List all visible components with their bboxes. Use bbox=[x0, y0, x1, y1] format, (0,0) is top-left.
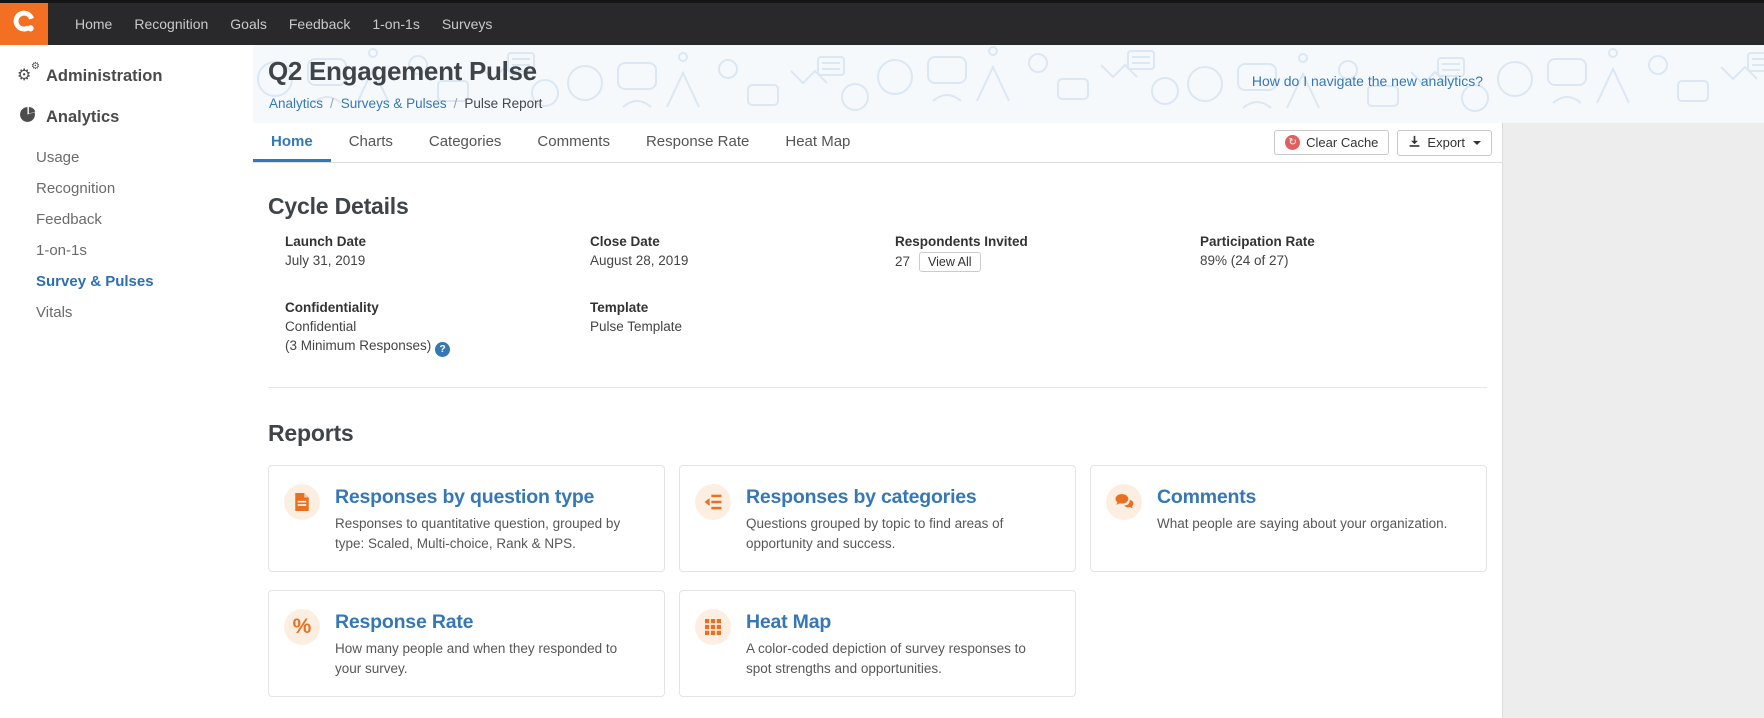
sidebar-item-analytics[interactable]: Analytics bbox=[0, 96, 253, 138]
field-template: Template Pulse Template bbox=[590, 300, 895, 357]
sidebar-item-survey-pulses[interactable]: Survey & Pulses bbox=[36, 273, 154, 290]
chevron-down-icon bbox=[1473, 140, 1481, 145]
report-card-title[interactable]: Heat Map bbox=[746, 610, 832, 633]
sidebar-analytics-sublist: Usage Recognition Feedback 1-on-1s Surve… bbox=[0, 142, 253, 328]
breadcrumb-analytics[interactable]: Analytics bbox=[269, 96, 324, 111]
breadcrumb-separator: / bbox=[453, 96, 458, 111]
tab-comments[interactable]: Comments bbox=[537, 133, 610, 150]
sidebar-section-label: Administration bbox=[46, 67, 163, 85]
cycle-details-heading: Cycle Details bbox=[268, 193, 409, 219]
nav-item-feedback[interactable]: Feedback bbox=[288, 16, 351, 32]
field-value: 27 bbox=[895, 253, 911, 269]
q-logo-icon bbox=[10, 8, 38, 41]
field-label: Launch Date bbox=[285, 234, 367, 249]
report-card-title[interactable]: Response Rate bbox=[335, 610, 474, 633]
sidebar-item-vitals[interactable]: Vitals bbox=[36, 304, 73, 321]
tab-response-rate[interactable]: Response Rate bbox=[645, 133, 750, 150]
field-participation-rate: Participation Rate 89% (24 of 27) bbox=[1200, 234, 1505, 272]
tab-categories[interactable]: Categories bbox=[428, 133, 502, 150]
field-label: Respondents Invited bbox=[895, 234, 1028, 249]
field-value: Confidential bbox=[285, 319, 357, 334]
report-card-responses-by-categories[interactable]: Responses by categories Questions groupe… bbox=[679, 464, 1076, 572]
report-card-title[interactable]: Responses by question type bbox=[335, 485, 595, 508]
report-card-responses-by-question-type[interactable]: Responses by question type Responses to … bbox=[268, 464, 665, 572]
pie-chart-icon bbox=[18, 106, 37, 128]
nav-item-1on1s[interactable]: 1-on-1s bbox=[372, 16, 420, 32]
nav-item-goals[interactable]: Goals bbox=[230, 16, 267, 32]
report-card-description: A color-coded depiction of survey respon… bbox=[746, 640, 1026, 677]
gears-icon: ⚙ ⚙ bbox=[17, 60, 40, 84]
field-value: 89% (24 of 27) bbox=[1200, 253, 1289, 268]
breadcrumb: Analytics / Surveys & Pulses / Pulse Rep… bbox=[269, 96, 542, 111]
nav-item-recognition[interactable]: Recognition bbox=[134, 16, 209, 32]
tab-home[interactable]: Home bbox=[253, 123, 331, 162]
download-icon bbox=[1408, 135, 1421, 151]
report-card-response-rate[interactable]: % Response Rate How many people and when… bbox=[268, 589, 665, 697]
comments-icon bbox=[1106, 483, 1142, 520]
report-card-description: Questions grouped by topic to find areas… bbox=[746, 515, 1004, 552]
tab-charts[interactable]: Charts bbox=[348, 133, 393, 150]
sidebar-item-recognition[interactable]: Recognition bbox=[36, 180, 116, 197]
sidebar-item-1on1s[interactable]: 1-on-1s bbox=[36, 242, 87, 259]
percent-icon: % bbox=[284, 608, 320, 645]
reports-heading: Reports bbox=[268, 419, 354, 446]
report-card-comments[interactable]: Comments What people are saying about yo… bbox=[1090, 464, 1487, 572]
view-all-button[interactable]: View All bbox=[919, 252, 981, 272]
toolbar-actions: ↻ Clear Cache Export bbox=[1274, 123, 1492, 162]
clear-cache-icon: ↻ bbox=[1285, 135, 1301, 150]
field-value: July 31, 2019 bbox=[285, 253, 366, 268]
field-label: Participation Rate bbox=[1200, 234, 1315, 249]
sidebar: ⚙ ⚙ Administration Analytics Usage Recogn… bbox=[0, 45, 253, 718]
field-confidentiality: Confidentiality Confidential (3 Minimum … bbox=[285, 300, 590, 357]
breadcrumb-surveys-pulses[interactable]: Surveys & Pulses bbox=[340, 96, 447, 111]
quantum-logo[interactable] bbox=[0, 3, 48, 45]
field-respondents-invited: Respondents Invited 27 View All bbox=[895, 234, 1200, 272]
report-card-description: How many people and when they responded … bbox=[335, 640, 618, 677]
tab-heat-map[interactable]: Heat Map bbox=[785, 133, 851, 150]
field-value-note: (3 Minimum Responses) bbox=[285, 337, 432, 353]
report-card-heat-map[interactable]: Heat Map A color-coded depiction of surv… bbox=[679, 589, 1076, 697]
page-title: Q2 Engagement Pulse bbox=[268, 56, 537, 86]
help-icon[interactable]: ? bbox=[435, 341, 451, 357]
cycle-details-grid: Launch Date July 31, 2019 Close Date Aug… bbox=[285, 234, 1502, 357]
top-nav-items: Home Recognition Goals Feedback 1-on-1s … bbox=[64, 3, 503, 45]
heatmap-grid-icon bbox=[695, 608, 731, 645]
report-card-title[interactable]: Comments bbox=[1157, 485, 1257, 508]
field-label: Close Date bbox=[590, 234, 660, 249]
help-navigate-link[interactable]: How do I navigate the new analytics? bbox=[1251, 73, 1483, 89]
nav-item-surveys[interactable]: Surveys bbox=[441, 16, 493, 32]
reports-grid: Responses by question type Responses to … bbox=[268, 464, 1487, 697]
field-close-date: Close Date August 28, 2019 bbox=[590, 234, 895, 272]
sidebar-item-usage[interactable]: Usage bbox=[36, 149, 80, 166]
top-nav: Home Recognition Goals Feedback 1-on-1s … bbox=[0, 0, 1764, 45]
clear-cache-button[interactable]: ↻ Clear Cache bbox=[1274, 130, 1390, 155]
field-label: Template bbox=[590, 300, 649, 315]
report-card-description: Responses to quantitative question, grou… bbox=[335, 515, 621, 552]
sidebar-item-feedback[interactable]: Feedback bbox=[36, 211, 102, 228]
export-button[interactable]: Export bbox=[1397, 129, 1492, 156]
main-content: Home Charts Categories Comments Response… bbox=[253, 123, 1503, 718]
clear-cache-label: Clear Cache bbox=[1306, 135, 1379, 150]
field-launch-date: Launch Date July 31, 2019 bbox=[285, 234, 590, 272]
export-label: Export bbox=[1427, 135, 1465, 150]
section-divider bbox=[268, 386, 1487, 388]
field-value: August 28, 2019 bbox=[590, 253, 689, 268]
field-value: Pulse Template bbox=[590, 319, 683, 334]
file-text-icon bbox=[284, 483, 320, 520]
list-outdent-icon bbox=[695, 483, 731, 520]
report-tabs: Home Charts Categories Comments Response… bbox=[253, 123, 1502, 163]
breadcrumb-current: Pulse Report bbox=[464, 96, 543, 111]
report-card-description: What people are saying about your organi… bbox=[1157, 515, 1448, 531]
sidebar-section-label: Analytics bbox=[46, 107, 120, 126]
report-card-title[interactable]: Responses by categories bbox=[746, 485, 977, 508]
field-label: Confidentiality bbox=[285, 300, 379, 315]
page-header-band: Q2 Engagement Pulse Analytics / Surveys … bbox=[253, 45, 1764, 123]
nav-item-home[interactable]: Home bbox=[75, 16, 113, 32]
breadcrumb-separator: / bbox=[330, 96, 334, 111]
sidebar-item-administration[interactable]: ⚙ ⚙ Administration bbox=[0, 57, 253, 96]
